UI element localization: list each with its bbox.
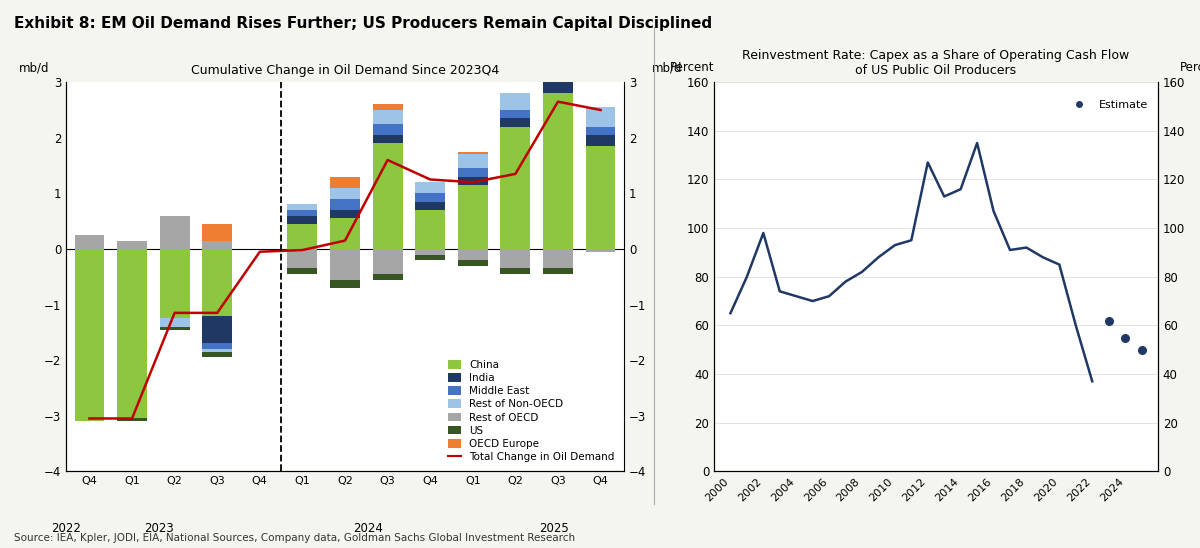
Text: mb/d: mb/d [18, 61, 49, 75]
Bar [330, 188, 360, 199]
Text: 2023: 2023 [144, 522, 174, 535]
Bar [288, 269, 317, 274]
Bar [373, 249, 402, 274]
Bar [586, 127, 616, 135]
Bar [458, 155, 487, 168]
Bar [330, 218, 360, 249]
Text: mb/d: mb/d [652, 61, 683, 75]
Text: 2025: 2025 [539, 522, 569, 535]
Bar [160, 318, 190, 327]
Text: 2022: 2022 [52, 522, 80, 535]
Bar [500, 93, 530, 110]
Bar [415, 210, 445, 249]
Bar [373, 144, 402, 249]
Bar [500, 110, 530, 118]
Bar [500, 127, 530, 249]
Bar [203, 241, 232, 249]
Bar [203, 349, 232, 352]
Bar [458, 168, 487, 176]
Text: Source: IEA, Kpler, JODI, EIA, National Sources, Company data, Goldman Sachs Glo: Source: IEA, Kpler, JODI, EIA, National … [14, 533, 576, 543]
Point [1132, 345, 1151, 354]
Bar [330, 249, 360, 279]
Bar [458, 152, 487, 155]
Bar [500, 269, 530, 274]
Bar [544, 57, 572, 74]
Bar [586, 146, 616, 249]
Text: Exhibit 8: EM Oil Demand Rises Further; US Producers Remain Capital Disciplined: Exhibit 8: EM Oil Demand Rises Further; … [14, 16, 713, 31]
Bar [74, 249, 104, 421]
Bar [203, 344, 232, 349]
Title: Reinvestment Rate: Capex as a Share of Operating Cash Flow
of US Public Oil Prod: Reinvestment Rate: Capex as a Share of O… [743, 49, 1129, 77]
Bar [586, 249, 616, 252]
Text: 2024: 2024 [353, 522, 383, 535]
Bar [586, 135, 616, 146]
Bar [544, 82, 572, 93]
Bar [288, 224, 317, 249]
Legend: China, India, Middle East, Rest of Non-OECD, Rest of OECD, US, OECD Europe, Tota: China, India, Middle East, Rest of Non-O… [444, 356, 619, 466]
Bar [330, 210, 360, 218]
Bar [415, 249, 445, 254]
Point [1116, 333, 1135, 342]
Bar [415, 182, 445, 193]
Text: Percent: Percent [670, 61, 714, 75]
Bar [458, 249, 487, 260]
Bar [373, 110, 402, 124]
Bar [203, 352, 232, 357]
Bar [118, 249, 146, 419]
Bar [500, 249, 530, 269]
Bar [544, 93, 572, 249]
Legend: Estimate: Estimate [1063, 95, 1152, 115]
Bar [500, 118, 530, 127]
Bar [544, 74, 572, 82]
Bar [544, 269, 572, 274]
Bar [118, 419, 146, 421]
Bar [458, 176, 487, 185]
Bar [288, 249, 317, 269]
Bar [74, 235, 104, 249]
Bar [288, 215, 317, 224]
Bar [288, 204, 317, 210]
Bar [160, 249, 190, 318]
Bar [203, 249, 232, 316]
Bar [544, 249, 572, 269]
Bar [330, 176, 360, 188]
Bar [160, 215, 190, 249]
Bar [203, 224, 232, 241]
Bar [373, 135, 402, 144]
Bar [415, 254, 445, 260]
Bar [373, 124, 402, 135]
Point [1099, 316, 1118, 325]
Bar [415, 193, 445, 202]
Bar [458, 185, 487, 249]
Bar [288, 210, 317, 215]
Bar [458, 260, 487, 266]
Bar [160, 327, 190, 329]
Bar [330, 199, 360, 210]
Bar [203, 316, 232, 344]
Bar [373, 274, 402, 279]
Bar [373, 105, 402, 110]
Bar [544, 52, 572, 57]
Title: Cumulative Change in Oil Demand Since 2023Q4: Cumulative Change in Oil Demand Since 20… [191, 64, 499, 77]
Bar [415, 202, 445, 210]
Bar [118, 241, 146, 249]
Bar [586, 107, 616, 127]
Bar [330, 279, 360, 288]
Text: Percent: Percent [1181, 61, 1200, 75]
